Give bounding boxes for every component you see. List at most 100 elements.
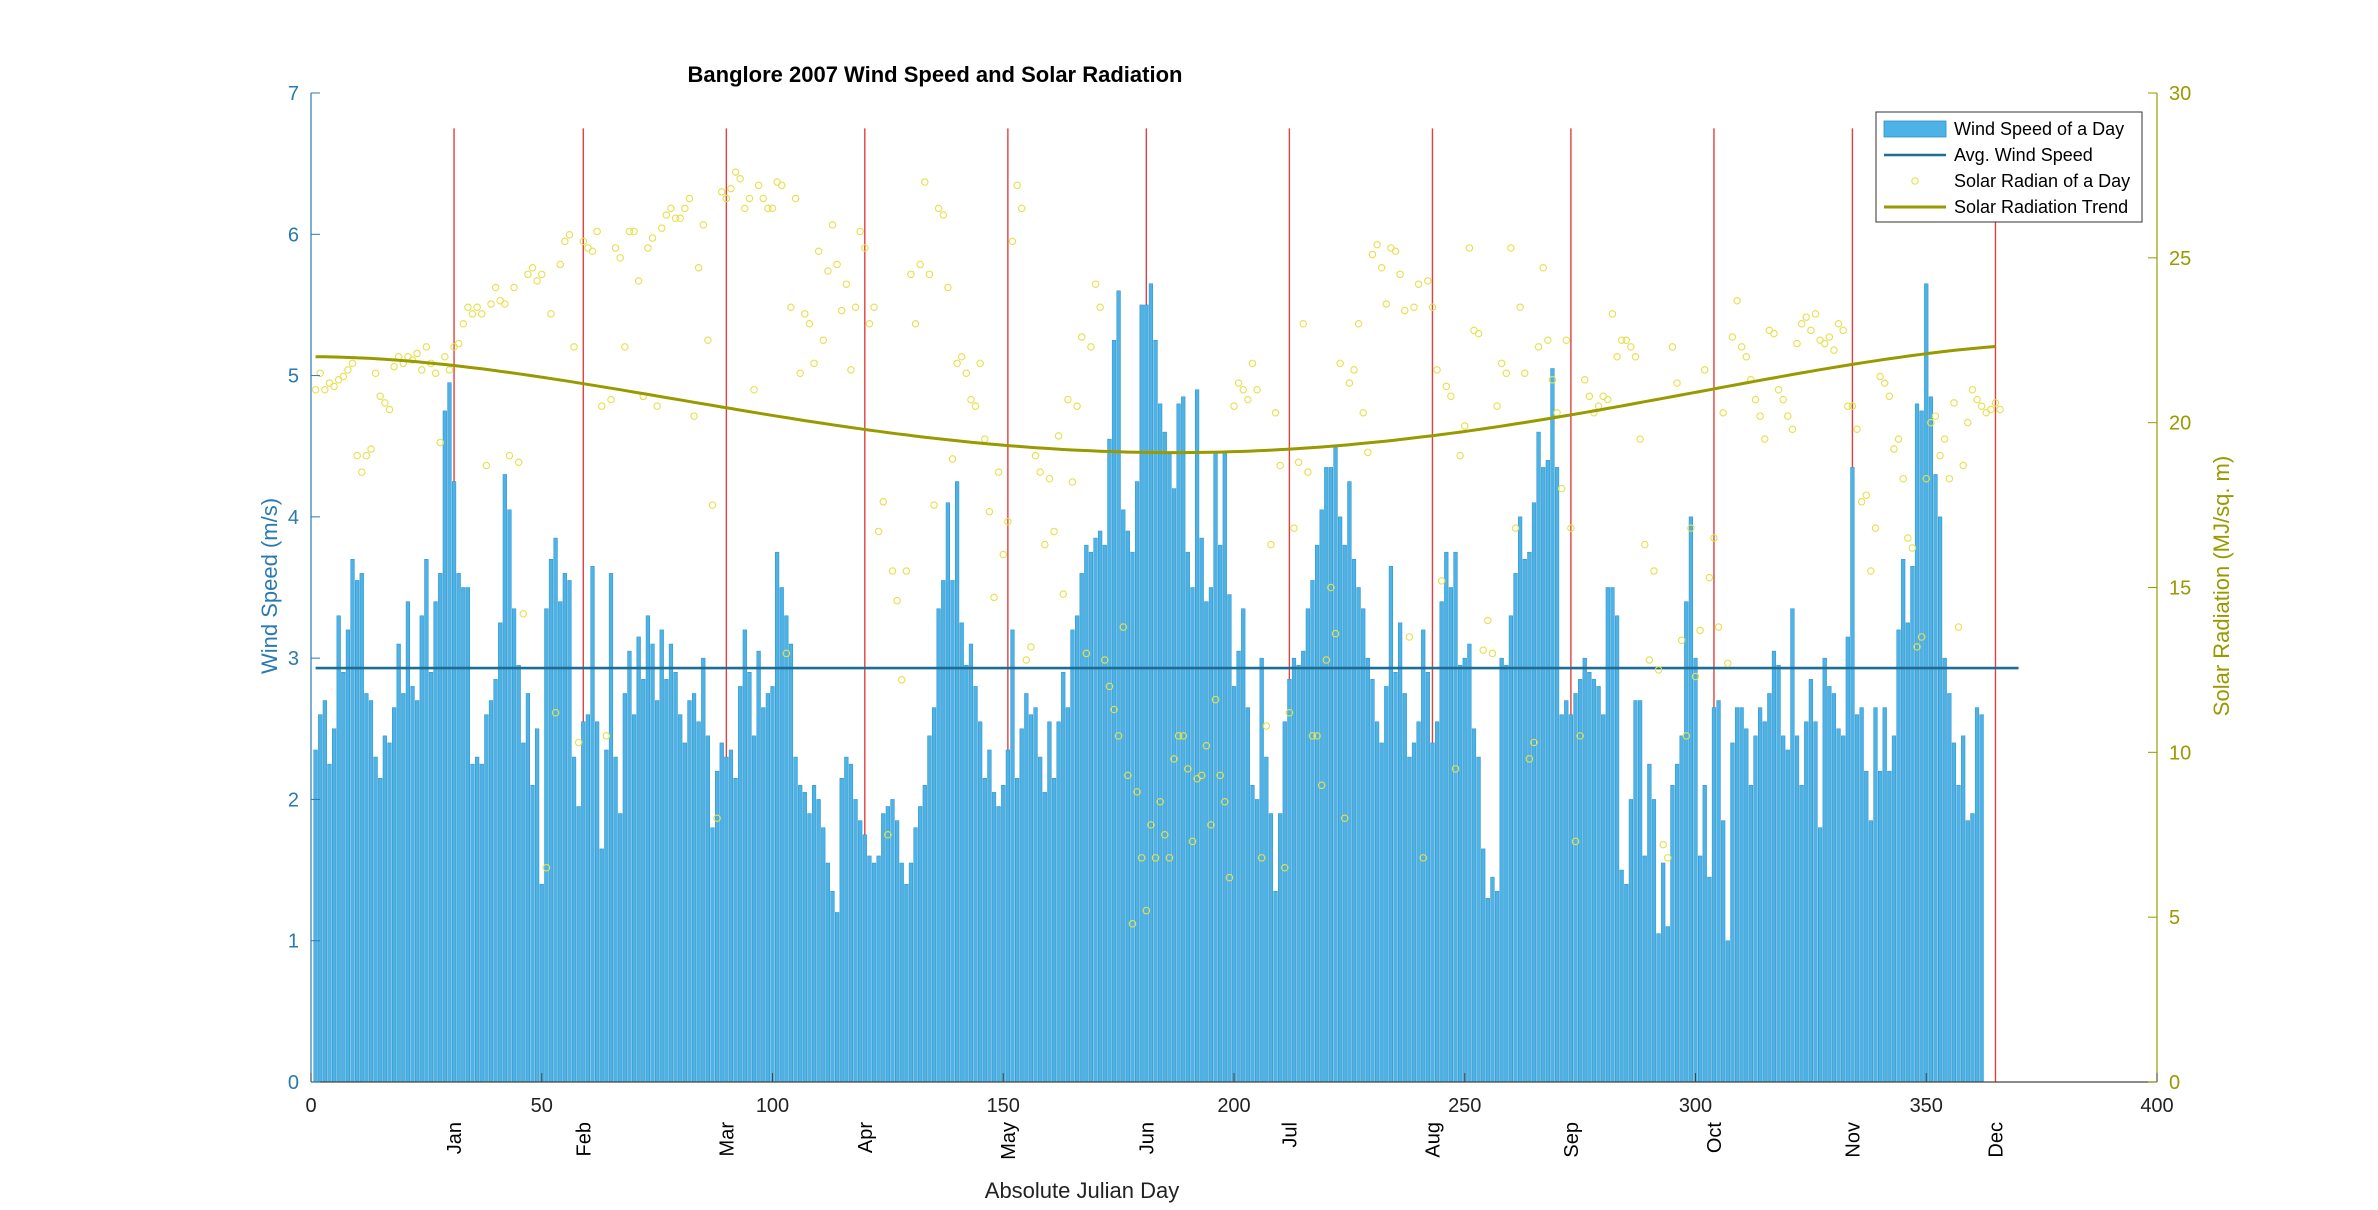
solar-point-day-142 — [962, 369, 971, 377]
solar-point-day-116 — [842, 280, 851, 288]
wind-bar-day-115 — [839, 777, 844, 1083]
solar-point-day-338 — [1867, 567, 1875, 575]
solar-point-day-246 — [1442, 382, 1451, 391]
wind-bar-day-231 — [1374, 721, 1380, 1083]
wind-bar-day-323 — [1799, 785, 1804, 1083]
solar-point-day-78 — [667, 204, 675, 213]
wind-bar-day-232 — [1379, 742, 1384, 1083]
solar-point-day-145 — [976, 359, 984, 368]
wind-bar-day-59 — [581, 721, 586, 1083]
wind-bar-day-175 — [1116, 290, 1121, 1083]
solar-point-day-81 — [681, 204, 689, 213]
wind-bar-day-240 — [1416, 721, 1421, 1083]
x-tick-label-350: 350 — [1910, 1095, 1943, 1117]
solar-point-day-293 — [1659, 840, 1667, 849]
wind-bar-day-244 — [1434, 721, 1440, 1083]
solar-point-day-23 — [413, 349, 421, 358]
solar-point-day-171 — [1096, 303, 1104, 312]
wind-bar-day-136 — [936, 608, 941, 1083]
wind-bar-day-312 — [1748, 785, 1753, 1083]
solar-point-day-214 — [1294, 458, 1303, 466]
solar-point-day-299 — [1687, 524, 1695, 532]
wind-bar-day-9 — [350, 558, 355, 1083]
solar-point-day-290 — [1645, 656, 1654, 664]
solar-point-day-122 — [870, 303, 878, 312]
wind-bar-day-330 — [1831, 693, 1837, 1083]
solar-point-day-193 — [1197, 771, 1206, 780]
wind-bar-day-29 — [442, 410, 447, 1083]
solar-point-day-115 — [837, 306, 846, 315]
solar-point-day-99 — [764, 204, 772, 213]
legend-swatch-wind-speed — [1883, 120, 1947, 138]
solar-point-day-286 — [1627, 343, 1635, 351]
legend-swatch-solar — [1911, 177, 1919, 185]
x-tick-label-250: 250 — [1448, 1095, 1481, 1117]
solar-point-day-33 — [459, 320, 468, 328]
wind-bar-day-344 — [1896, 629, 1901, 1083]
wind-bar-day-141 — [959, 622, 964, 1083]
wind-bar-day-243 — [1430, 742, 1435, 1083]
solar-point-day-232 — [1377, 263, 1386, 272]
legend-label-3: Solar Radiation Trend — [1954, 197, 2128, 217]
solar-point-day-166 — [1073, 402, 1081, 410]
solar-point-day-95 — [745, 194, 754, 203]
solar-point-day-131 — [911, 320, 920, 328]
wind-bar-day-347 — [1910, 566, 1915, 1083]
wind-bar-day-228 — [1361, 608, 1366, 1083]
wind-bar-day-125 — [885, 806, 890, 1083]
solar-point-day-359 — [1964, 418, 1972, 427]
wind-bar-day-197 — [1218, 544, 1223, 1083]
wind-bar-day-205 — [1254, 799, 1260, 1083]
wind-bar-day-30 — [447, 382, 452, 1083]
wind-bar-day-206 — [1259, 657, 1264, 1083]
solar-point-day-49 — [533, 277, 541, 285]
solar-point-day-258 — [1497, 359, 1506, 368]
wind-bar-day-98 — [761, 707, 766, 1083]
solar-point-day-271 — [1557, 484, 1566, 493]
wind-bar-day-294 — [1665, 926, 1670, 1083]
wind-bar-day-264 — [1527, 551, 1532, 1083]
legend-label-0: Wind Speed of a Day — [1954, 119, 2124, 139]
wind-bar-day-154 — [1019, 728, 1024, 1083]
solar-point-day-217 — [1308, 732, 1317, 740]
solar-point-day-189 — [1179, 732, 1187, 740]
solar-point-day-5 — [330, 382, 338, 391]
wind-bar-day-226 — [1351, 558, 1357, 1083]
wind-bar-day-327 — [1818, 827, 1823, 1083]
wind-bar-day-86 — [705, 735, 710, 1083]
wind-bar-day-51 — [544, 608, 549, 1083]
solar-point-day-21 — [404, 352, 412, 361]
wind-bar-day-171 — [1098, 530, 1103, 1083]
wind-bar-day-282 — [1610, 587, 1615, 1083]
solar-point-day-90 — [722, 194, 731, 203]
wind-bar-day-251 — [1467, 643, 1472, 1083]
wind-bar-day-146 — [982, 777, 987, 1083]
solar-point-day-71 — [634, 277, 643, 285]
wind-bar-day-37 — [479, 763, 484, 1083]
wind-bar-day-74 — [650, 643, 655, 1083]
solar-point-day-276 — [1580, 376, 1589, 384]
solar-point-day-140 — [953, 359, 961, 368]
wind-bar-day-176 — [1121, 509, 1126, 1083]
solar-point-day-218 — [1313, 732, 1321, 740]
y-right-tick-label-15: 15 — [2169, 578, 2191, 600]
solar-point-day-13 — [367, 445, 375, 453]
solar-point-day-211 — [1281, 863, 1289, 872]
solar-point-day-177 — [1124, 771, 1132, 780]
wind-bar-day-72 — [641, 679, 646, 1083]
solar-point-day-105 — [791, 194, 800, 203]
wind-bar-day-166 — [1074, 615, 1080, 1083]
solar-point-day-238 — [1405, 633, 1414, 641]
wind-bar-day-299 — [1688, 516, 1693, 1083]
wind-bar-day-145 — [978, 721, 983, 1083]
solar-point-day-349 — [1917, 633, 1926, 641]
wind-bar-day-252 — [1471, 728, 1477, 1083]
solar-point-day-61 — [588, 247, 597, 255]
wind-bar-day-147 — [987, 749, 992, 1083]
wind-bar-day-99 — [765, 693, 770, 1083]
solar-point-day-117 — [847, 366, 855, 374]
solar-point-day-270 — [1553, 409, 1561, 417]
wind-bar-day-31 — [451, 481, 457, 1083]
solar-point-day-153 — [1013, 181, 1021, 190]
solar-point-day-128 — [897, 676, 906, 684]
